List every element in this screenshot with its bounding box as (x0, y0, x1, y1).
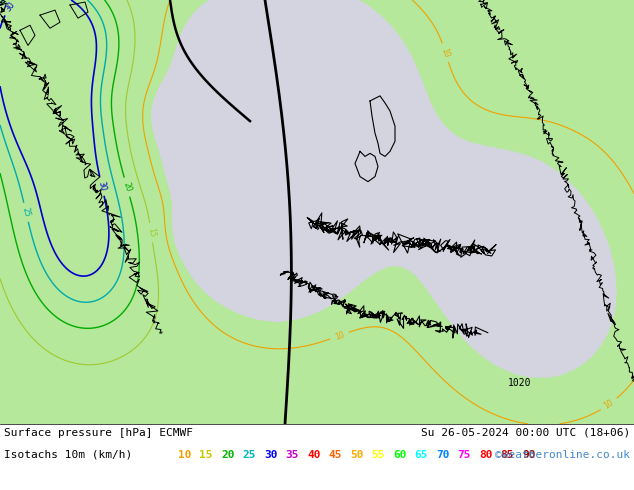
Text: 50: 50 (350, 450, 363, 460)
Text: ©weatheronline.co.uk: ©weatheronline.co.uk (495, 450, 630, 460)
Text: Su 26-05-2024 00:00 UTC (18+06): Su 26-05-2024 00:00 UTC (18+06) (421, 428, 630, 438)
Text: 20: 20 (121, 181, 133, 193)
Text: 80: 80 (479, 450, 493, 460)
Text: 70: 70 (436, 450, 450, 460)
Text: Surface pressure [hPa] ECMWF: Surface pressure [hPa] ECMWF (4, 428, 193, 438)
Text: 10: 10 (602, 398, 616, 411)
Text: 45: 45 (328, 450, 342, 460)
Text: 90: 90 (522, 450, 536, 460)
Text: 55: 55 (372, 450, 385, 460)
Text: 10: 10 (333, 330, 346, 342)
Text: 15: 15 (200, 450, 213, 460)
Text: 15: 15 (146, 227, 156, 238)
Text: 75: 75 (458, 450, 471, 460)
Text: 30: 30 (4, 0, 17, 14)
Text: 30: 30 (96, 180, 107, 192)
Text: 10: 10 (178, 450, 191, 460)
Text: 40: 40 (307, 450, 321, 460)
Text: 10: 10 (439, 47, 451, 59)
Text: Isotachs 10m (km/h): Isotachs 10m (km/h) (4, 450, 133, 460)
Text: 1020: 1020 (508, 378, 532, 389)
Text: 30: 30 (264, 450, 278, 460)
Text: 85: 85 (500, 450, 514, 460)
Text: 25: 25 (20, 207, 32, 218)
Text: 60: 60 (393, 450, 406, 460)
Text: 35: 35 (285, 450, 299, 460)
Text: 25: 25 (242, 450, 256, 460)
Text: 20: 20 (221, 450, 235, 460)
Text: 65: 65 (415, 450, 428, 460)
